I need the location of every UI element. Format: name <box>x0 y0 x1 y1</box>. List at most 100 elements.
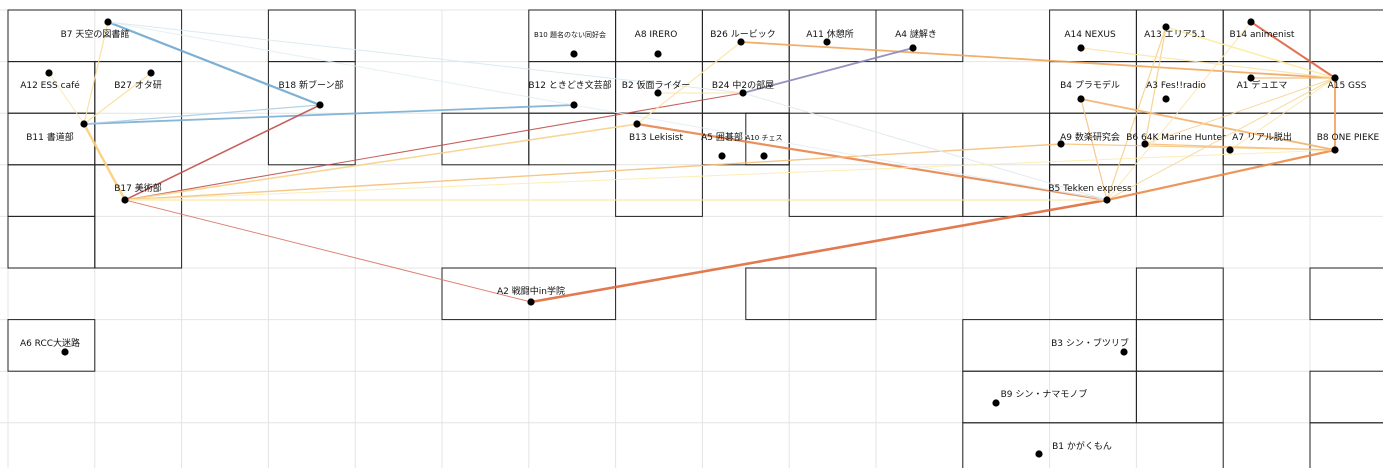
room-label-b11: B11 書道部 <box>26 131 74 143</box>
edge-b26-a15 <box>740 41 1336 79</box>
node-b3[interactable] <box>1120 348 1128 356</box>
room-label-a4: A4 謎解き <box>895 28 937 40</box>
node-b26[interactable] <box>737 38 745 46</box>
edge-b24-b5 <box>742 92 1108 201</box>
room-box <box>7 164 96 217</box>
node-b1[interactable] <box>1035 450 1043 458</box>
edge-b13-b5 <box>635 122 1109 202</box>
room-label-b2: B2 仮面ライダー <box>622 79 690 91</box>
room-label-a8: A8 IRERO <box>635 30 678 40</box>
node-a8[interactable] <box>654 50 662 58</box>
room-box <box>267 9 356 63</box>
node-a3[interactable] <box>1162 95 1170 103</box>
room-box <box>441 267 617 321</box>
room-label-b12: B12 ときどき文芸部 <box>528 79 611 91</box>
node-b24[interactable] <box>739 89 747 97</box>
room-box <box>875 9 964 63</box>
room-label-b17: B17 美術部 <box>114 182 162 194</box>
room-label-b24: B24 中2の部屋 <box>712 79 774 91</box>
edge-b13-b26 <box>636 41 742 125</box>
room-label-a14: A14 NEXUS <box>1064 30 1116 40</box>
edge-b4-b8 <box>1080 98 1336 151</box>
room-label-b26: B26 ルービック <box>710 29 776 40</box>
node-b11[interactable] <box>80 120 88 128</box>
room-label-a3: A3 Fes!!radio <box>1146 81 1206 91</box>
node-a14[interactable] <box>1077 44 1085 52</box>
room-box <box>7 319 96 372</box>
node-b5[interactable] <box>1103 196 1111 204</box>
room-label-b14: B14 animenist <box>1230 30 1295 40</box>
edge-b7-b18 <box>106 20 322 107</box>
edge-a2-b5 <box>529 198 1109 304</box>
edge-b18-b17 <box>124 104 321 201</box>
connection-edges <box>48 20 1337 304</box>
node-b4[interactable] <box>1077 95 1085 103</box>
node-a9[interactable] <box>1057 140 1065 148</box>
edge-a14-a15 <box>1080 47 1336 79</box>
node-b10[interactable] <box>570 50 578 58</box>
edge-b11-b17 <box>82 122 127 202</box>
node-b13[interactable] <box>633 120 641 128</box>
node-a4[interactable] <box>909 44 917 52</box>
edge-b24-a4 <box>742 47 914 94</box>
room-label-b6: B6 64K Marine Hunter <box>1126 133 1226 143</box>
room-label-b18: B18 新ブーン部 <box>278 79 343 91</box>
edge-b17-b8 <box>124 149 1336 201</box>
room-label-a1: A1 デュエマ <box>1237 79 1288 91</box>
edge-b17-a9 <box>124 143 1062 201</box>
node-a15[interactable] <box>1331 74 1339 82</box>
node-a7[interactable] <box>1226 146 1234 154</box>
node-b18[interactable] <box>316 101 324 109</box>
node-a12[interactable] <box>45 69 53 77</box>
node-a6[interactable] <box>61 348 69 356</box>
room-label-b9: B9 シン・ナマモノブ <box>1001 388 1088 400</box>
node-a1[interactable] <box>1247 74 1255 82</box>
room-label-a12: A12 ESS café <box>20 80 80 91</box>
room-box <box>1135 319 1224 372</box>
edge-b17-b24 <box>124 92 744 201</box>
room-labels: B7 天空の図書館 B10 題名のない同好会 A8 IRERO B26 ルービック A1… <box>20 28 1380 452</box>
edge-a9-b8 <box>1060 143 1336 151</box>
room-label-a2: A2 戦闘中in学院 <box>497 285 565 297</box>
room-box <box>1309 9 1383 63</box>
node-b9[interactable] <box>992 399 1000 407</box>
room-box <box>1309 422 1383 468</box>
node-b17[interactable] <box>121 196 129 204</box>
room-box <box>1309 370 1383 424</box>
background-grid <box>0 9 1383 468</box>
node-b12[interactable] <box>570 101 578 109</box>
room-box <box>1135 370 1224 424</box>
room-label-a5: A5 囲碁部 <box>701 131 743 143</box>
room-label-a13: A13 エリア5.1 <box>1144 30 1206 40</box>
room-box <box>962 422 1224 468</box>
room-box <box>441 112 530 166</box>
room-nodes <box>45 18 1339 458</box>
node-b6[interactable] <box>1141 140 1149 148</box>
room-label-b3: B3 シン・ブツリブ <box>1051 337 1129 349</box>
node-a11[interactable] <box>823 38 831 46</box>
node-b8[interactable] <box>1331 146 1339 154</box>
node-b27[interactable] <box>147 69 155 77</box>
edge-a7-a15 <box>1229 77 1336 151</box>
room-box <box>1309 112 1383 166</box>
room-label-b7: B7 天空の図書館 <box>61 28 130 40</box>
node-b7[interactable] <box>104 18 112 26</box>
room-label-a10: A10 チェス <box>746 134 783 142</box>
edge-b7-b11 <box>83 21 109 125</box>
edge-a13-a15 <box>1165 26 1336 79</box>
edge-a13-b5 <box>1106 26 1167 201</box>
edge-b17-a2 <box>124 199 532 303</box>
edge-b5-a15 <box>1106 77 1336 201</box>
edge-b27-b11 <box>83 72 152 125</box>
room-label-b13: B13 Lekisist <box>629 133 683 143</box>
room-label-a6: A6 RCC大迷路 <box>20 337 80 349</box>
node-a2[interactable] <box>527 298 535 306</box>
edge-b7-b5 <box>107 21 1108 201</box>
node-a13[interactable] <box>1162 23 1170 31</box>
node-b2[interactable] <box>654 89 662 97</box>
room-label-a15: A15 GSS <box>1328 81 1367 91</box>
node-b14[interactable] <box>1247 18 1255 26</box>
edge-b11-b18 <box>83 104 321 125</box>
node-a5[interactable] <box>718 152 726 160</box>
node-a10[interactable] <box>760 152 768 160</box>
